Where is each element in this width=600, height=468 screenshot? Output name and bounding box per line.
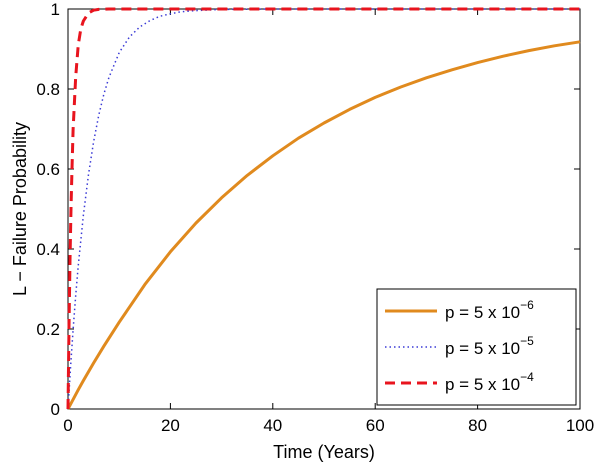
x-tick-label: 80 — [468, 416, 487, 435]
series-line-3 — [66, 7, 580, 410]
legend-label-base: p = 5 x 10 — [445, 375, 520, 394]
x-tick-label: 100 — [566, 416, 594, 435]
x-axis-label: Time (Years) — [273, 442, 375, 462]
y-tick-labels: 0 0.2 0.4 0.6 0.8 1 — [36, 0, 60, 419]
series-lines — [66, 7, 581, 410]
y-tick-label: 0.4 — [36, 240, 60, 259]
x-tick-label: 0 — [63, 416, 72, 435]
y-tick-label: 0.8 — [36, 80, 60, 99]
x-tick-labels: 0 20 40 60 80 100 — [63, 416, 594, 435]
y-tick-label: 0.6 — [36, 160, 60, 179]
y-axis-label: L − Failure Probability — [10, 122, 30, 296]
legend-label-exponent: −5 — [520, 334, 534, 348]
legend: p = 5 x 10−6p = 5 x 10−5p = 5 x 10−4 — [376, 288, 577, 406]
series-line-1 — [66, 40, 581, 410]
legend-label: p = 5 x 10−5 — [445, 334, 534, 358]
legend-label-exponent: −4 — [520, 370, 534, 384]
x-tick-label: 20 — [161, 416, 180, 435]
plot-area — [67, 8, 581, 410]
y-tick-label: 0.2 — [36, 320, 60, 339]
legend-label: p = 5 x 10−6 — [445, 298, 534, 322]
y-tick-label: 0 — [51, 400, 60, 419]
y-tick-label: 1 — [51, 0, 60, 19]
legend-label-exponent: −6 — [520, 298, 534, 312]
legend-label: p = 5 x 10−4 — [445, 370, 534, 394]
legend-box — [376, 288, 577, 406]
legend-label-base: p = 5 x 10 — [445, 339, 520, 358]
legend-label-base: p = 5 x 10 — [445, 303, 520, 322]
x-tick-label: 40 — [263, 416, 282, 435]
x-tick-label: 60 — [366, 416, 385, 435]
